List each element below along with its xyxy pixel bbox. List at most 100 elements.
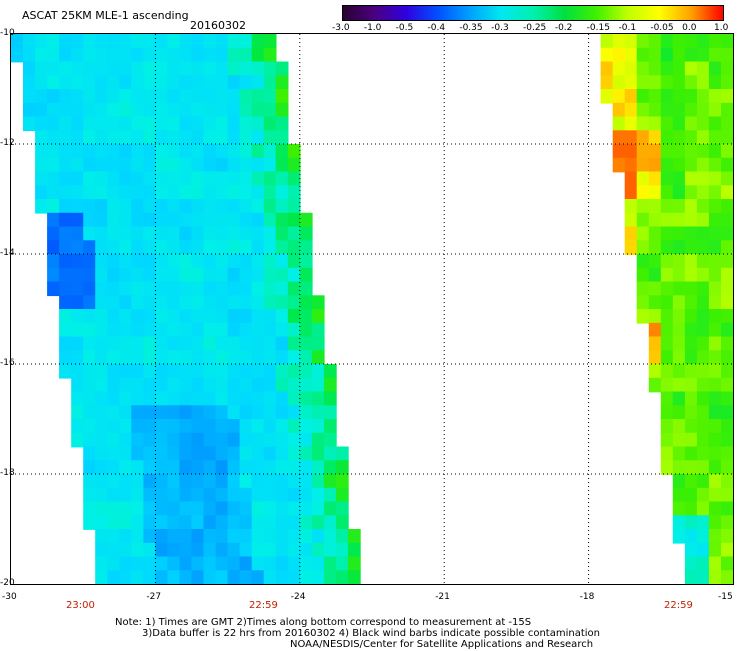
swath-cell [227,501,241,517]
swath-cell [624,47,638,63]
swath-cell [612,61,626,77]
color-scale-tick-label: -3.0 [332,23,350,33]
swath-cell [107,501,121,517]
swath-cell [143,144,157,159]
swath-cell [107,377,121,393]
swath-cell [287,542,301,558]
swath-cell [311,460,325,475]
swath-cell [59,350,72,365]
swath-cell [660,116,674,132]
swath-cell [167,322,181,338]
swath-cell [287,350,301,365]
swath-cell [71,157,84,173]
swath-cell [636,199,650,214]
swath-cell [648,34,662,49]
swath-cell [721,240,733,255]
swath-cell [251,515,265,530]
swath-cell [143,281,157,297]
swath-cell [35,102,48,118]
swath-cell [215,501,229,517]
swath-cell [287,240,301,255]
swath-cell [167,570,181,584]
swath-cell [107,281,121,297]
swath-cell [131,515,145,530]
swath-cell [708,309,722,324]
swath-cell [179,350,193,365]
swath-cell [708,281,722,297]
swath-cell [203,47,217,63]
swath-cell [684,309,698,324]
swath-cell [119,144,133,159]
swath-cell [684,240,698,255]
swath-cell [287,446,301,462]
swath-cell [311,377,325,393]
swath-cell [636,185,650,200]
swath-cell [684,295,698,310]
swath-cell [239,130,253,145]
swath-cell [107,556,121,572]
swath-cell [275,309,289,324]
swath-cell [203,377,217,393]
swath-cell [696,487,710,503]
swath-cell [119,47,133,63]
swath-cell [155,199,169,214]
swath-cell [648,171,662,187]
swath-cell [263,199,277,214]
swath-cell [71,144,84,159]
swath-cell [83,102,96,118]
swath-cell [215,405,229,420]
swath-cell [323,377,337,393]
swath-cell [335,542,349,558]
swath-cell [648,185,662,200]
swath-cell [83,364,96,379]
swath-cell [721,171,733,187]
swath-cell [251,254,265,269]
swath-cell [83,254,96,269]
swath-cell [251,446,265,462]
swath-cell [119,474,133,489]
swath-cell [155,391,169,407]
swath-cell [721,446,733,462]
swath-cell [287,487,301,503]
swath-cell [191,446,205,462]
swath-cell [251,89,265,104]
swath-cell [179,185,193,200]
swath-cell [107,419,121,434]
swath-cell [612,144,626,159]
swath-cell [143,212,157,228]
swath-cell [239,515,253,530]
swath-cell [684,336,698,352]
swath-cell [107,157,121,173]
swath-cell [83,309,96,324]
latitude-label: -18 [0,468,15,478]
swath-cell [143,377,157,393]
swath-cell [83,226,96,242]
swath-cell [708,391,722,407]
swath-cell [275,556,289,572]
swath-cell [263,157,277,173]
swath-cell [299,240,313,255]
swath-cell [311,570,325,584]
swath-cell [275,570,289,584]
swath-cell [600,61,614,77]
swath-cell [287,364,301,379]
swath-cell [179,556,193,572]
swath-cell [708,446,722,462]
swath-cell [696,34,710,49]
swath-cell [215,556,229,572]
swath-cell [119,212,133,228]
swath-cell [215,61,229,77]
swath-cell [636,295,650,310]
swath-cell [696,364,710,379]
swath-cell [191,212,205,228]
swath-cell [215,102,229,118]
swath-cell [227,474,241,489]
swath-cell [143,364,157,379]
swath-cell [215,254,229,269]
swath-cell [95,474,108,489]
swath-cell [191,130,205,145]
swath-cell [83,377,96,393]
swath-cell [155,34,169,49]
swath-cell [143,419,157,434]
swath-cell [275,377,289,393]
